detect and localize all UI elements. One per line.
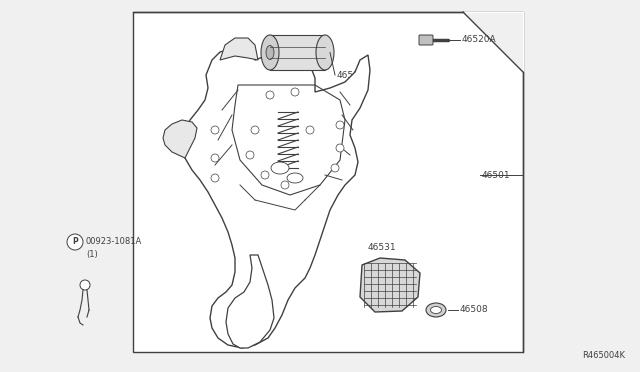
Circle shape	[67, 234, 83, 250]
PathPatch shape	[220, 38, 258, 60]
Text: R465004K: R465004K	[582, 351, 625, 360]
Ellipse shape	[426, 303, 446, 317]
Circle shape	[246, 151, 254, 159]
Circle shape	[211, 154, 219, 162]
Circle shape	[266, 91, 274, 99]
Ellipse shape	[431, 307, 442, 314]
Text: 46520A: 46520A	[462, 35, 497, 45]
Ellipse shape	[266, 45, 274, 60]
Ellipse shape	[287, 173, 303, 183]
Circle shape	[336, 144, 344, 152]
Bar	[133, 12, 523, 352]
Circle shape	[261, 171, 269, 179]
PathPatch shape	[163, 120, 197, 158]
Bar	[270, 35, 325, 70]
Text: (1): (1)	[86, 250, 98, 259]
Circle shape	[211, 174, 219, 182]
Text: 46531: 46531	[368, 243, 397, 251]
Text: 00923-1081A: 00923-1081A	[86, 237, 142, 247]
PathPatch shape	[463, 12, 523, 72]
Text: 46508: 46508	[460, 305, 488, 314]
PathPatch shape	[226, 255, 274, 348]
Circle shape	[291, 88, 299, 96]
Circle shape	[336, 121, 344, 129]
Text: 46539: 46539	[337, 71, 365, 80]
Circle shape	[306, 126, 314, 134]
Circle shape	[80, 280, 90, 290]
Ellipse shape	[271, 162, 289, 174]
Text: P: P	[72, 237, 78, 247]
FancyBboxPatch shape	[419, 35, 433, 45]
Circle shape	[251, 126, 259, 134]
Circle shape	[281, 181, 289, 189]
Ellipse shape	[316, 35, 334, 70]
Ellipse shape	[261, 35, 279, 70]
Text: 46501: 46501	[482, 170, 511, 180]
PathPatch shape	[360, 258, 420, 312]
PathPatch shape	[182, 48, 370, 348]
Circle shape	[331, 164, 339, 172]
Circle shape	[211, 126, 219, 134]
